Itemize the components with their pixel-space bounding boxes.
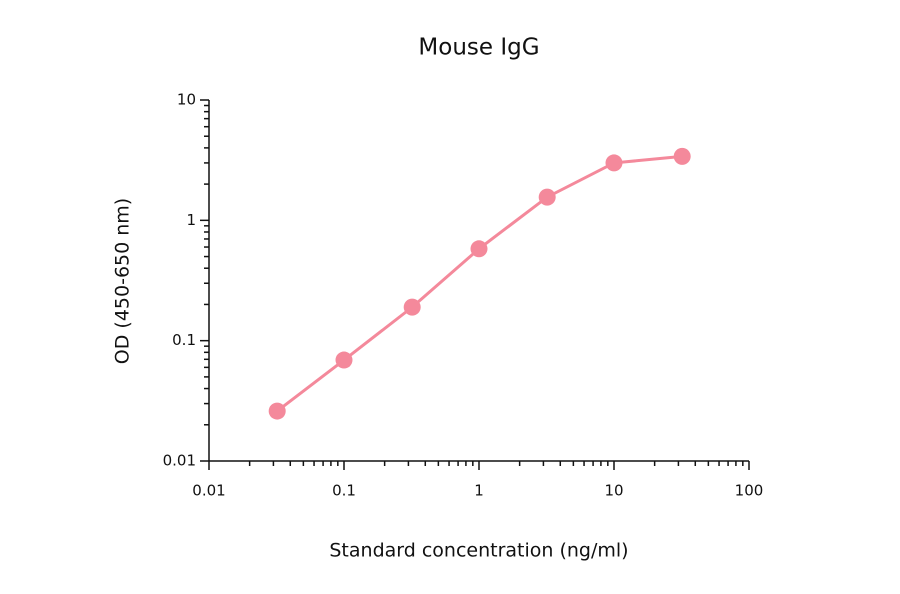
data-point (605, 154, 623, 172)
y-tick-label: 10 (177, 91, 196, 109)
y-tick-label: 1 (186, 211, 196, 229)
data-point (403, 298, 421, 316)
data-point (673, 147, 691, 165)
data-point (470, 240, 488, 258)
data-point (335, 351, 353, 369)
data-point (538, 188, 556, 206)
x-tick-label: 100 (735, 482, 764, 500)
y-axis-label: OD (450-650 nm) (112, 198, 134, 364)
y-tick-label: 0.01 (163, 452, 196, 470)
x-axis-label: Standard concentration (ng/ml) (329, 540, 628, 562)
chart-title: Mouse IgG (418, 35, 539, 61)
y-tick-label: 0.1 (172, 331, 196, 349)
x-tick-label: 10 (604, 482, 623, 500)
x-tick-label: 0.1 (332, 482, 356, 500)
series-line (276, 154, 683, 413)
x-tick-label: 0.01 (192, 482, 225, 500)
data-point (268, 402, 286, 420)
x-tick-label: 1 (474, 482, 484, 500)
